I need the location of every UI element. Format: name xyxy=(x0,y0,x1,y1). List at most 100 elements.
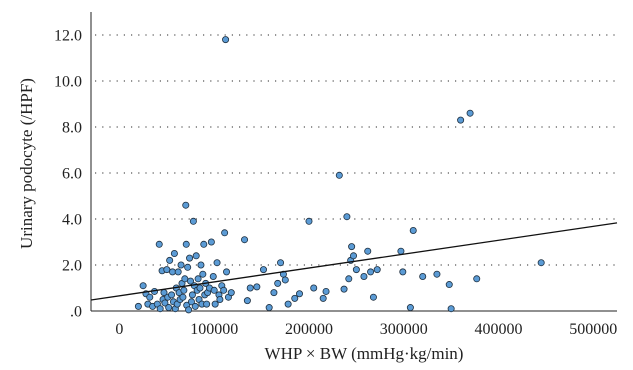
data-point xyxy=(192,252,200,260)
data-point xyxy=(319,294,327,302)
data-point xyxy=(165,304,173,312)
y-tick-label: 4.0 xyxy=(62,212,82,229)
data-point xyxy=(246,284,254,292)
data-point xyxy=(177,261,185,269)
data-point xyxy=(146,293,154,301)
data-point xyxy=(348,243,356,251)
data-point xyxy=(163,266,171,274)
data-point xyxy=(197,261,205,269)
data-point xyxy=(445,281,453,289)
data-point xyxy=(186,254,194,262)
data-point xyxy=(223,268,231,276)
y-tick-label: 10.0 xyxy=(54,74,82,91)
data-point xyxy=(211,300,219,308)
data-point xyxy=(419,272,427,280)
data-point xyxy=(364,247,372,255)
data-point xyxy=(296,290,304,298)
data-point xyxy=(284,300,292,308)
data-point xyxy=(210,286,218,294)
data-point xyxy=(369,293,377,301)
data-point xyxy=(227,289,235,297)
data-point xyxy=(537,259,545,267)
x-axis-title: WHP × BW (mmHg·kg/min) xyxy=(265,344,464,363)
data-point xyxy=(274,279,282,287)
data-point xyxy=(188,291,196,299)
data-point xyxy=(180,286,188,294)
data-point xyxy=(243,297,251,305)
data-point xyxy=(367,268,375,276)
data-point xyxy=(220,286,228,294)
data-point xyxy=(310,284,318,292)
x-axis-ticks: 0 100000 200000 300000 400000 500000 xyxy=(115,321,617,338)
data-point xyxy=(200,240,208,248)
data-point xyxy=(207,238,215,246)
data-point xyxy=(281,276,289,284)
x-tick-label: 100000 xyxy=(190,321,238,338)
data-point xyxy=(397,247,405,255)
data-point xyxy=(166,256,174,264)
data-point xyxy=(406,304,414,312)
x-tick-label: 0 xyxy=(115,321,123,338)
data-point xyxy=(343,213,351,221)
data-point xyxy=(209,272,217,280)
y-tick-label: 6.0 xyxy=(62,166,82,183)
data-point xyxy=(199,270,207,278)
data-point xyxy=(189,217,197,225)
data-point xyxy=(196,284,204,292)
data-point xyxy=(170,249,178,257)
data-point xyxy=(185,306,193,314)
data-point xyxy=(265,304,273,312)
y-tick-label: .0 xyxy=(70,304,82,321)
data-point xyxy=(399,268,407,276)
y-tick-label: 8.0 xyxy=(62,120,82,137)
data-point xyxy=(182,240,190,248)
data-point xyxy=(291,294,299,302)
data-point xyxy=(182,201,190,209)
data-point xyxy=(466,109,474,117)
data-point xyxy=(134,302,142,310)
data-point xyxy=(352,266,360,274)
data-point xyxy=(221,229,229,237)
data-point xyxy=(213,259,221,267)
data-point xyxy=(194,275,202,283)
y-tick-label: 12.0 xyxy=(54,28,82,45)
data-point xyxy=(181,275,189,283)
y-axis-ticks: .0 2.0 4.0 6.0 8.0 10.0 12.0 xyxy=(54,28,82,321)
data-point xyxy=(253,283,261,291)
data-point xyxy=(216,295,224,303)
data-point xyxy=(447,305,455,313)
data-point xyxy=(168,291,176,299)
data-point xyxy=(277,259,285,267)
data-point xyxy=(335,171,343,179)
data-point xyxy=(191,302,199,310)
data-point xyxy=(350,252,358,260)
data-point xyxy=(457,116,465,124)
data-point xyxy=(169,268,177,276)
data-points xyxy=(134,36,545,314)
data-point xyxy=(345,275,353,283)
data-point xyxy=(222,36,230,44)
data-point xyxy=(179,293,187,301)
data-point xyxy=(473,275,481,283)
y-tick-label: 2.0 xyxy=(62,258,82,275)
x-tick-label: 400000 xyxy=(475,321,523,338)
data-point xyxy=(322,287,330,295)
data-point xyxy=(241,236,249,244)
data-point xyxy=(174,268,182,276)
data-point xyxy=(409,226,417,234)
regression-line xyxy=(90,222,618,301)
data-point xyxy=(203,300,211,308)
data-point xyxy=(184,263,192,271)
grid-lines xyxy=(95,34,617,266)
data-point xyxy=(340,285,348,293)
data-point xyxy=(161,299,169,307)
x-tick-label: 500000 xyxy=(569,321,617,338)
data-point xyxy=(156,305,164,313)
data-point xyxy=(270,289,278,297)
x-tick-label: 300000 xyxy=(380,321,428,338)
y-axis-title: Urinary podocyte (/HPF) xyxy=(17,78,36,249)
data-point xyxy=(433,270,441,278)
data-point xyxy=(139,282,147,290)
data-point xyxy=(360,272,368,280)
